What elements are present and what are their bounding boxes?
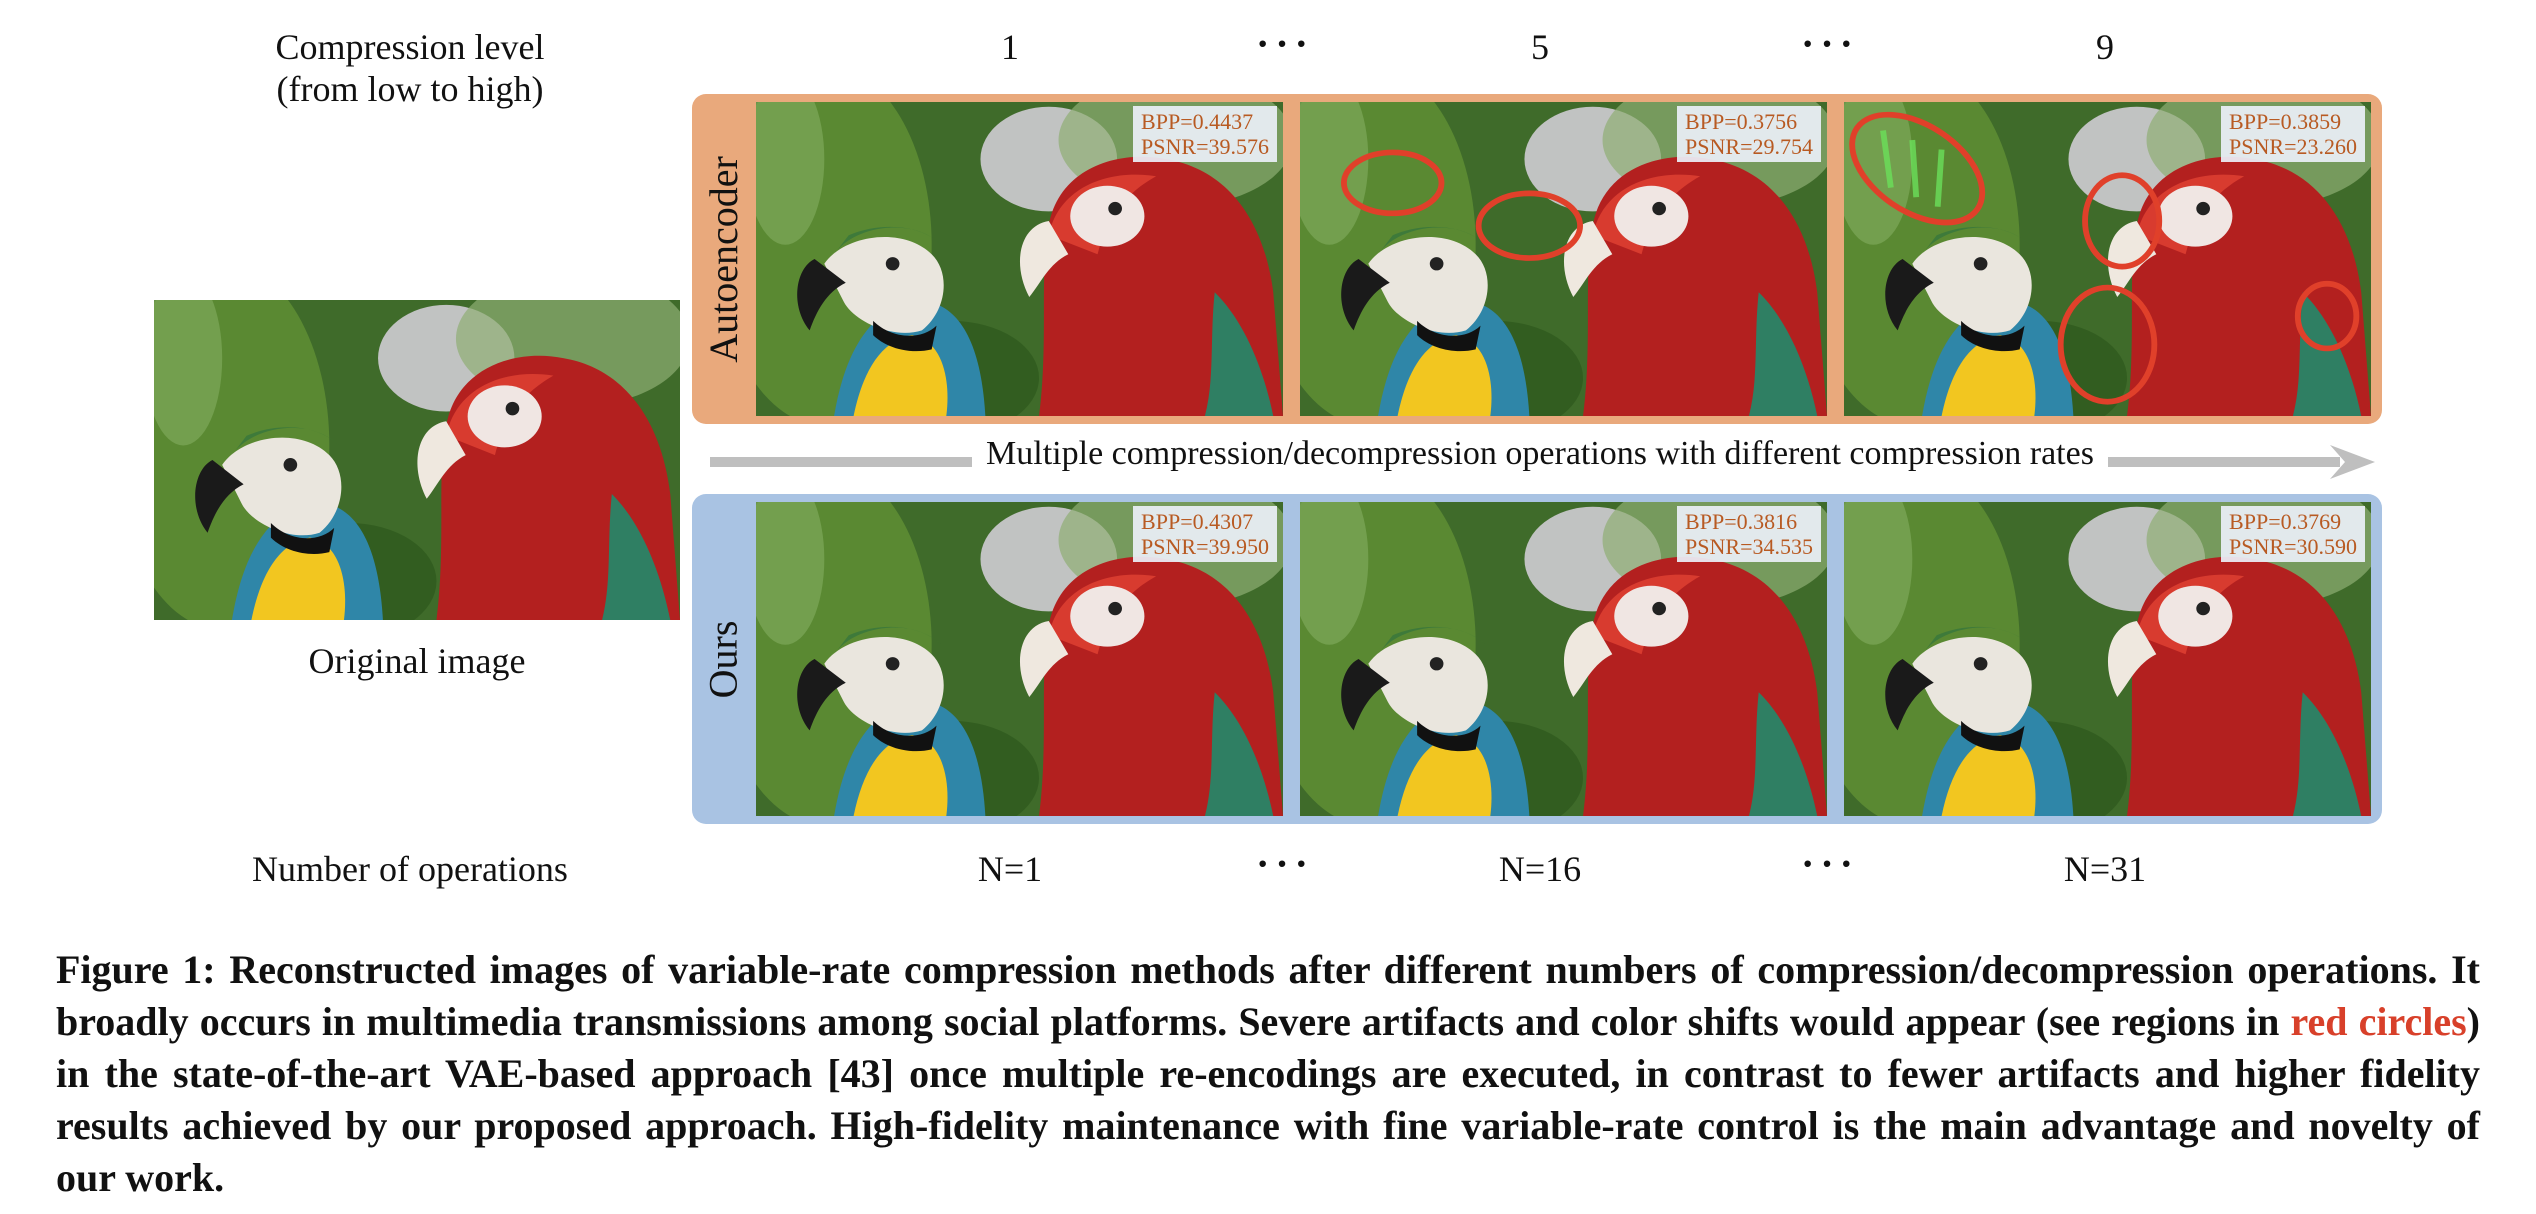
artifact-circle — [1849, 111, 1986, 226]
n31-label: N=31 — [2063, 849, 2147, 889]
autoencoder-image-level-5: BPP=0.3756 PSNR=29.754 — [1300, 102, 1827, 416]
ours-row-label: Ours — [700, 620, 746, 698]
autoencoder-image-level-9: BPP=0.3859 PSNR=23.260 — [1844, 102, 2371, 416]
ours-panel: Ours BPP=0.4307 PSNR=39.950 BPP=0.3816 P… — [692, 494, 2382, 824]
autoencoder-panel: Autoencoder BPP=0.4437 PSNR=39.576 BPP=0… — [692, 94, 2382, 424]
caption-part1: Figure 1: Reconstructed images of variab… — [56, 947, 2480, 1044]
artifact-circle — [1475, 190, 1584, 261]
level-5-label: 5 — [1531, 27, 1549, 67]
level-9-label: 9 — [2096, 27, 2114, 67]
operations-dots-2: ··· — [1800, 841, 1860, 886]
original-image — [154, 300, 680, 620]
compression-arrow: Multiple compression/decompression opera… — [700, 435, 2380, 485]
autoencoder-metric-2: BPP=0.3756 PSNR=29.754 — [1677, 106, 1821, 162]
ours-metric-3: BPP=0.3769 PSNR=30.590 — [2221, 506, 2365, 562]
ours-image-level-9: BPP=0.3769 PSNR=30.590 — [1844, 502, 2371, 816]
ours-metric-2: BPP=0.3816 PSNR=34.535 — [1677, 506, 1821, 562]
caption-highlight: red circles — [2290, 999, 2467, 1044]
compression-level-line1: Compression level — [275, 27, 545, 67]
figure-caption: Figure 1: Reconstructed images of variab… — [56, 944, 2480, 1204]
operations-label: Number of operations — [252, 849, 568, 889]
operations-dots-1: ··· — [1255, 841, 1315, 886]
level-dots-2: ··· — [1800, 21, 1860, 66]
artifact-circle — [1340, 149, 1445, 217]
caption-part2: ) in the state-of-the-art VAE-based appr… — [56, 999, 2480, 1200]
original-image-label: Original image — [308, 641, 526, 681]
artifact-circle — [2057, 284, 2158, 405]
autoencoder-image-level-1: BPP=0.4437 PSNR=39.576 — [756, 102, 1283, 416]
autoencoder-metric-1: BPP=0.4437 PSNR=39.576 — [1133, 106, 1277, 162]
artifact-circle — [2294, 280, 2360, 352]
compression-level-line2: (from low to high) — [276, 69, 544, 109]
ours-metric-1: BPP=0.4307 PSNR=39.950 — [1133, 506, 1277, 562]
level-dots-1: ··· — [1255, 21, 1315, 66]
autoencoder-row-label: Autoencoder — [700, 155, 746, 363]
compression-level-label: Compression level (from low to high) — [210, 26, 610, 110]
artifact-circle — [2082, 172, 2163, 270]
compression-arrow-label: Multiple compression/decompression opera… — [700, 435, 2380, 473]
n16-label: N=16 — [1498, 849, 1582, 889]
level-1-label: 1 — [1001, 27, 1019, 67]
autoencoder-metric-3: BPP=0.3859 PSNR=23.260 — [2221, 106, 2365, 162]
ours-image-level-5: BPP=0.3816 PSNR=34.535 — [1300, 502, 1827, 816]
ours-image-level-1: BPP=0.4307 PSNR=39.950 — [756, 502, 1283, 816]
n1-label: N=1 — [977, 849, 1043, 889]
